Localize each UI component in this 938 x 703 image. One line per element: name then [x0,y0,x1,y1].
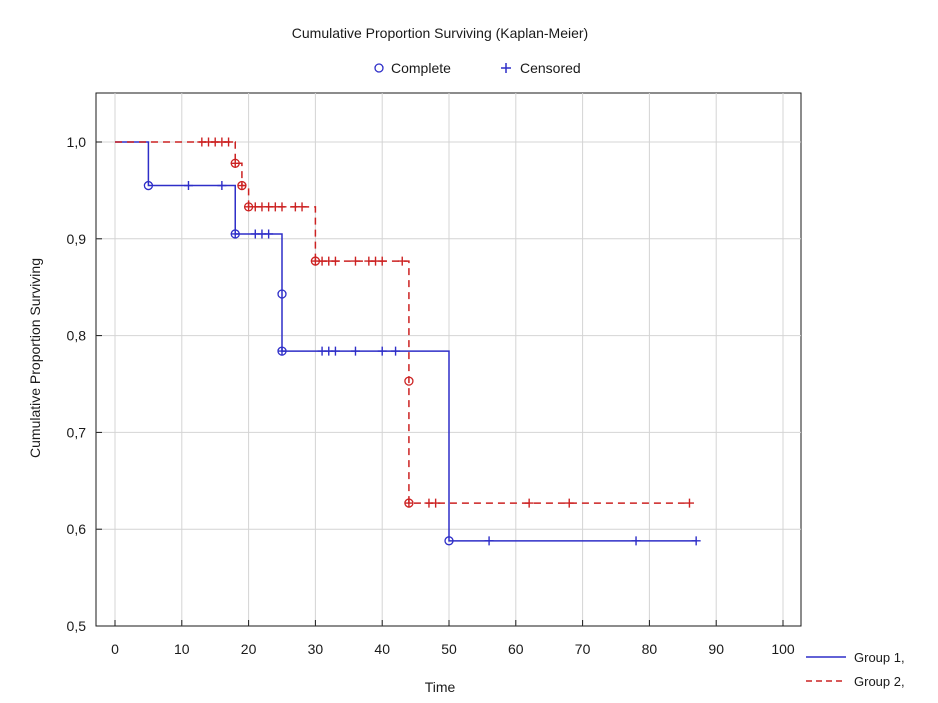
y-tick-label: 0,6 [67,521,87,537]
chart-title: Cumulative Proportion Surviving (Kaplan-… [292,25,588,41]
censored-point-group-2 [297,202,307,212]
legend-label-group-2: Group 2, [854,674,905,689]
x-tick-label: 50 [441,641,457,657]
x-tick-label: 80 [642,641,658,657]
complete-point-group-2 [404,376,414,386]
y-tick-label: 0,5 [67,618,87,634]
x-tick-label: 60 [508,641,524,657]
censored-label: Censored [520,60,581,76]
y-tick-label: 0,8 [67,328,87,344]
censored-point-group-1 [230,229,240,239]
censored-point-group-1 [277,346,287,356]
censored-point-group-1 [484,536,494,546]
x-tick-label: 90 [708,641,724,657]
censored-point-group-1 [183,181,193,191]
censored-point-group-2 [431,498,441,508]
x-axis: 0 10 20 30 40 50 60 70 80 90 100 [111,620,795,657]
x-tick-label: 40 [374,641,390,657]
censored-point-group-2 [524,498,534,508]
complete-point-group-1 [277,289,287,299]
complete-label: Complete [391,60,451,76]
complete-point-group-1 [444,536,454,546]
censored-point-group-1 [217,181,227,191]
censored-point-group-2 [350,256,360,266]
x-tick-label: 0 [111,641,119,657]
censored-point-group-2 [237,181,247,191]
y-tick-label: 0,9 [67,231,87,247]
y-tick-label: 1,0 [67,134,87,150]
complete-point-group-1 [143,180,154,191]
x-axis-label: Time [425,679,456,695]
y-axis-label: Cumulative Proportion Surviving [27,258,43,458]
x-tick-label: 20 [241,641,257,657]
censored-point-group-2 [684,498,694,508]
x-tick-label: 30 [308,641,324,657]
complete-marker-icon [374,63,384,73]
marker-legend: Complete Censored [374,60,581,76]
censored-point-group-2 [330,256,340,266]
censored-point-group-1 [350,346,360,356]
censored-point-group-1 [330,346,340,356]
censored-point-group-2 [230,158,240,168]
censored-point-group-2 [277,202,287,212]
censored-point-group-1 [631,536,641,546]
series-layer [115,137,701,546]
censored-point-group-2 [404,498,414,508]
censored-point-group-1 [377,346,387,356]
y-tick-label: 0,7 [67,424,87,440]
censored-point-group-2 [224,137,234,147]
censored-point-group-1 [264,229,274,239]
censored-point-group-2 [377,256,387,266]
censored-point-group-1 [391,346,401,356]
legend-label-group-1: Group 1, [854,650,905,665]
censored-point-group-2 [564,498,574,508]
y-axis: 0,5 0,6 0,7 0,8 0,9 1,0 [67,134,102,634]
x-tick-label: 100 [771,641,795,657]
censored-point-group-2 [397,256,407,266]
x-tick-label: 70 [575,641,591,657]
x-tick-label: 10 [174,641,190,657]
censored-point-group-1 [691,536,701,546]
censored-marker-icon [501,63,511,73]
series-legend: Group 1, Group 2, [806,650,905,689]
